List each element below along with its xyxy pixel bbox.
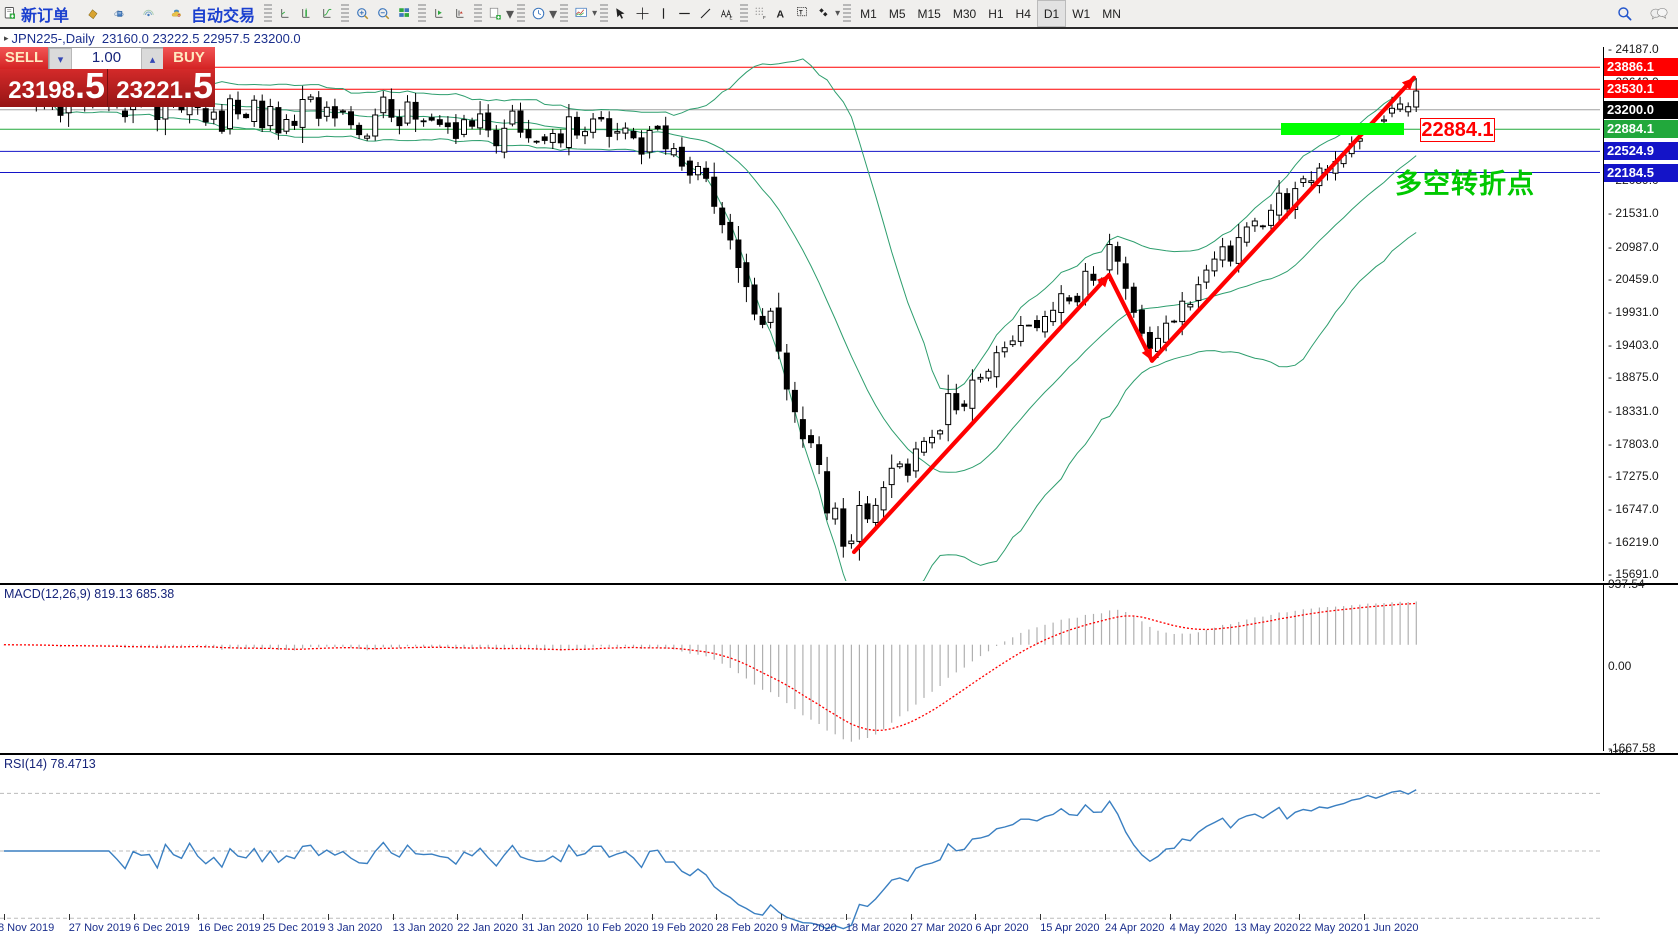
svg-text:A: A bbox=[777, 8, 785, 20]
svg-text:T: T bbox=[799, 10, 803, 16]
svg-text:F: F bbox=[763, 15, 766, 20]
svg-text:E: E bbox=[730, 16, 733, 21]
